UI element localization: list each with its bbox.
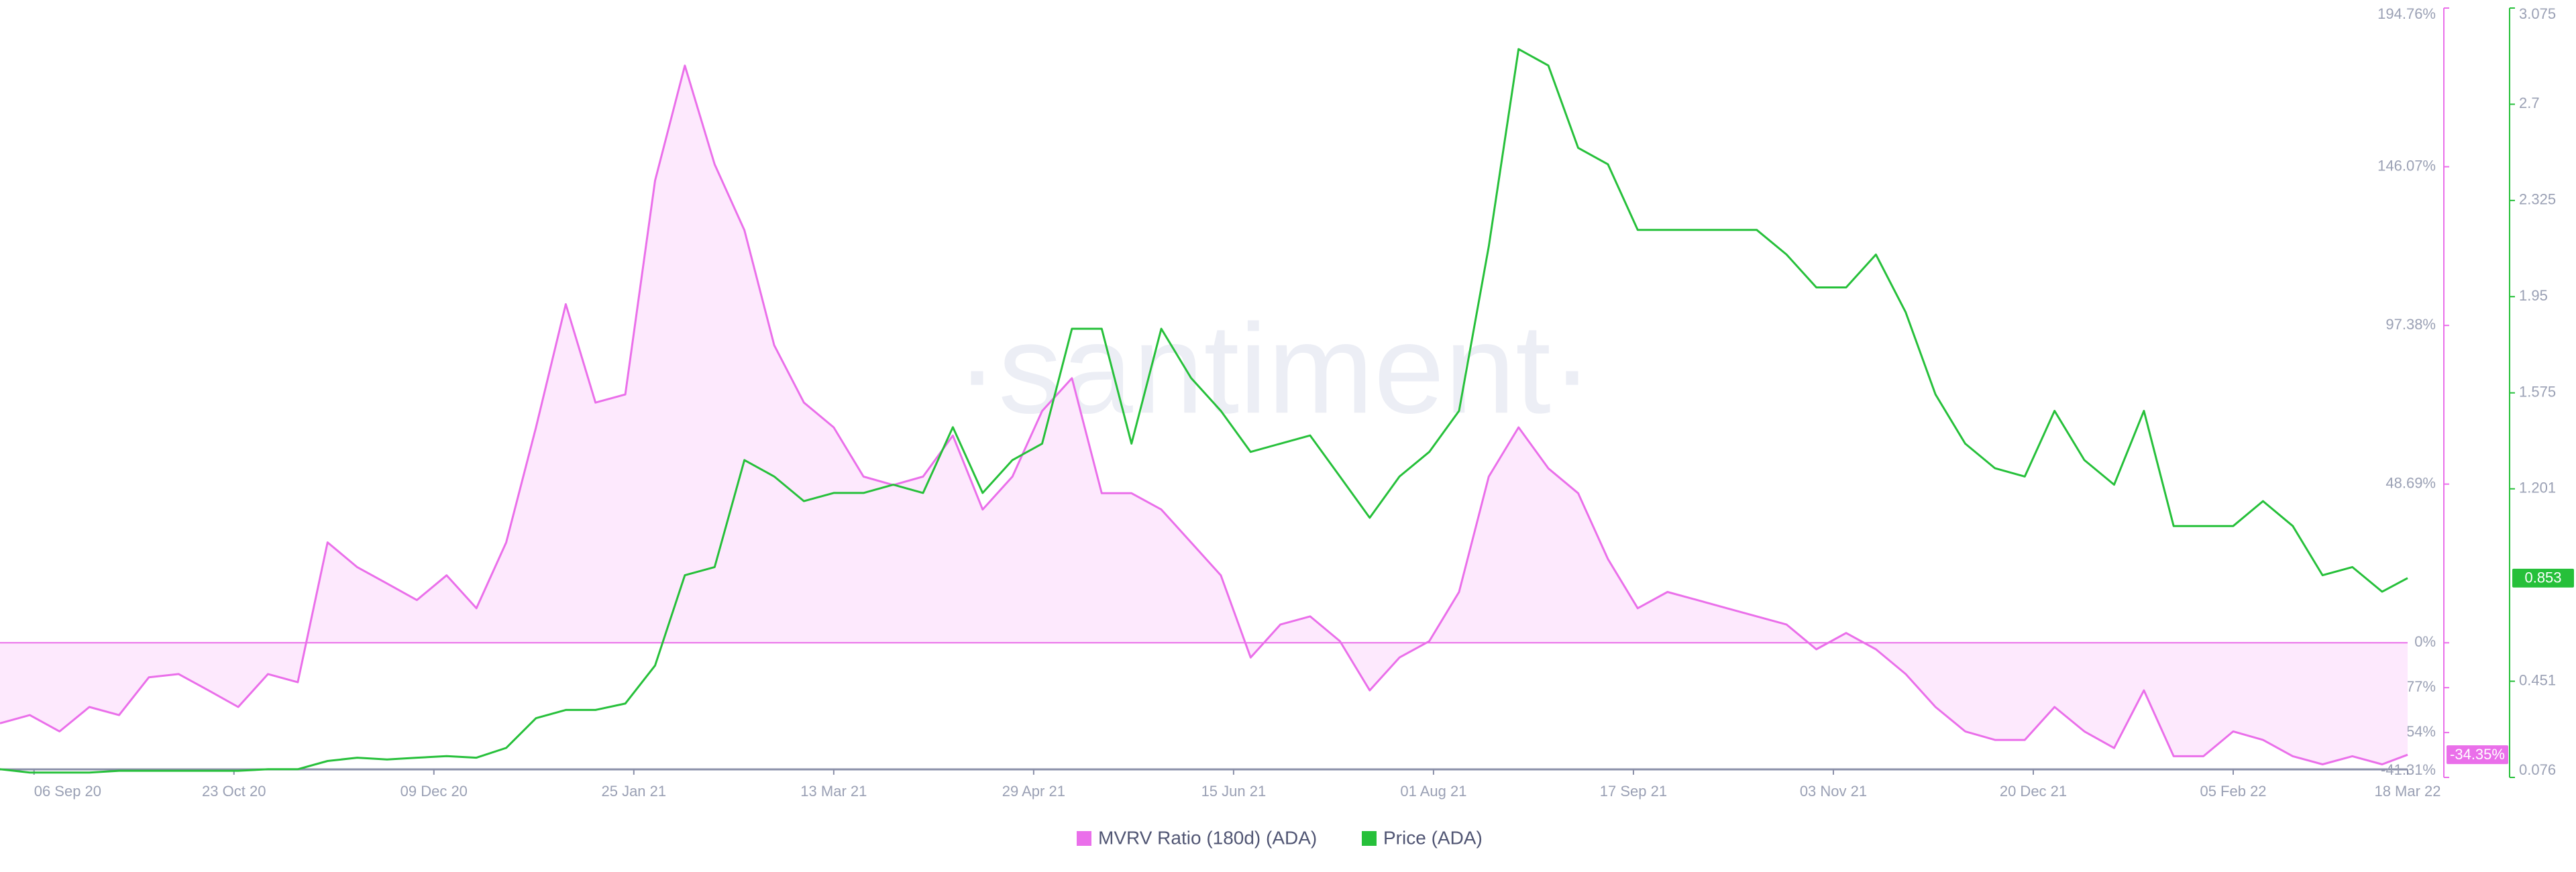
value-badge: [2447, 745, 2508, 765]
series-area: [0, 65, 2408, 765]
x-tick-label: 25 Jan 21: [601, 783, 666, 800]
legend-label: MVRV Ratio (180d) (ADA): [1098, 827, 1317, 848]
legend-swatch: [1362, 831, 1377, 846]
x-tick-label: 17 Sep 21: [1600, 783, 1667, 800]
x-tick-label: 29 Apr 21: [1002, 783, 1065, 800]
y2-tick-label: 0.451: [2519, 671, 2556, 688]
value-badge-label: 0.853: [2524, 569, 2561, 586]
y-tick-label: 97.38%: [2385, 316, 2436, 333]
y2-tick-label: 2.325: [2519, 191, 2556, 208]
y-tick-label: 146.07%: [2377, 157, 2436, 174]
x-tick-label: 13 Mar 21: [800, 783, 867, 800]
legend-swatch: [1077, 831, 1091, 846]
y2-tick-label: 1.201: [2519, 480, 2556, 496]
value-badge: [2512, 568, 2574, 588]
value-badge-label: -34.35%: [2450, 746, 2505, 763]
x-tick-label: 20 Dec 21: [2000, 783, 2067, 800]
y2-tick-label: 2.7: [2519, 95, 2540, 111]
x-tick-label: 01 Aug 21: [1400, 783, 1466, 800]
x-tick-label: 05 Feb 22: [2200, 783, 2266, 800]
y-tick-label: 0%: [2414, 633, 2436, 650]
x-tick-label: 09 Dec 20: [400, 783, 468, 800]
x-tick-label: 23 Oct 20: [202, 783, 266, 800]
series-line: [0, 64, 2408, 765]
y-tick-label: 48.69%: [2385, 475, 2436, 492]
y-tick-label: -41.31%: [2381, 761, 2436, 778]
y2-tick-label: 1.95: [2519, 287, 2548, 304]
x-tick-label: 06 Sep 20: [34, 783, 101, 800]
y2-tick-label: 1.575: [2519, 384, 2556, 400]
x-tick-label: 03 Nov 21: [1800, 783, 1867, 800]
x-tick-label: 18 Mar 22: [2374, 783, 2440, 800]
legend-label: Price (ADA): [1383, 827, 1483, 848]
y-tick-label: 194.76%: [2377, 5, 2436, 22]
y2-tick-label: 0.076: [2519, 761, 2556, 778]
y2-tick-label: 3.075: [2519, 5, 2556, 22]
x-tick-label: 15 Jun 21: [1201, 783, 1267, 800]
series-line: [0, 48, 2408, 774]
